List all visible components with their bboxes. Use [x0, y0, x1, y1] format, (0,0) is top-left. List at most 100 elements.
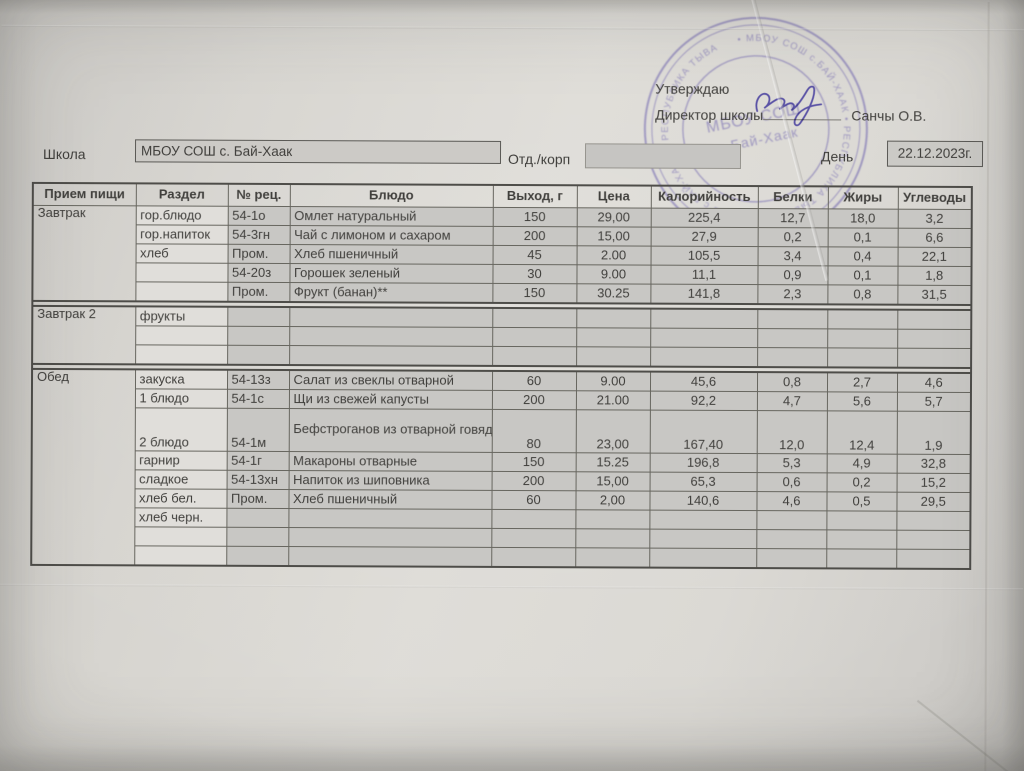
cal-cell: 105,5 — [650, 246, 758, 266]
table-row: 2 блюдо 54-1м Бефстроганов из отварной гов… — [32, 407, 971, 455]
price-cell: 15,00 — [575, 471, 650, 492]
rec-cell: 54-1г — [226, 451, 289, 471]
school-label: Школа — [42, 145, 86, 163]
fat-cell: 0,8 — [827, 284, 898, 305]
cal-cell: 167,40 — [649, 410, 757, 454]
carb-cell: 6,6 — [897, 228, 972, 248]
meal-cell: Завтрак — [32, 205, 136, 302]
prot-cell: 0,8 — [756, 372, 828, 392]
carb-cell — [896, 549, 971, 570]
rec-cell: 54-1с — [226, 389, 289, 409]
cal-cell: 225,4 — [650, 208, 758, 228]
cal-cell — [649, 510, 757, 530]
carb-cell: 22,1 — [897, 247, 972, 267]
carb-cell — [896, 511, 971, 531]
rec-cell — [227, 326, 290, 346]
price-cell: 2,00 — [575, 490, 650, 511]
director-label: Директор школы — [655, 106, 764, 124]
carb-cell: 32,8 — [896, 454, 971, 474]
price-cell: 15,00 — [576, 226, 651, 247]
dish-cell: Хлеб пшеничный — [289, 244, 493, 265]
dish-cell — [288, 527, 492, 548]
carb-cell — [897, 309, 972, 330]
approval-block: Утверждаю Директор школы Санчы О.В. — [655, 81, 926, 127]
cal-cell: 27,9 — [650, 227, 758, 247]
out-cell: 150 — [492, 283, 577, 304]
price-cell: 2.00 — [576, 245, 651, 266]
prot-cell — [757, 309, 828, 329]
section-cell: закуска — [134, 369, 228, 390]
price-cell: 9.00 — [576, 264, 651, 285]
prot-cell — [756, 529, 827, 549]
section-cell — [134, 545, 227, 566]
table-row — [31, 545, 971, 570]
dish-cell: Макароны отварные — [288, 451, 492, 472]
dish-cell: Горошек зеленый — [289, 263, 493, 284]
section-cell — [135, 281, 228, 302]
prot-cell — [757, 328, 828, 348]
prot-cell — [756, 510, 827, 530]
prot-cell: 3,4 — [757, 246, 828, 266]
out-cell — [491, 547, 576, 568]
meal-cell: Обед — [31, 368, 136, 566]
menu-table-body: Завтрак гор.блюдо 54-1о Омлет натуральный 15… — [31, 205, 972, 570]
fat-cell: 0,2 — [826, 472, 897, 493]
section-cell: гор.блюдо — [135, 205, 228, 226]
carb-cell: 1,9 — [896, 411, 971, 455]
cal-cell: 92,2 — [649, 391, 757, 411]
rec-cell — [226, 527, 289, 547]
section-cell: хлеб бел. — [134, 488, 227, 509]
header-cell: Жиры — [827, 186, 898, 210]
rec-cell: Пром. — [226, 489, 289, 509]
paper-crease-bottom-right — [916, 699, 1024, 771]
cal-cell: 11,1 — [650, 265, 758, 285]
carb-cell — [896, 530, 971, 550]
rec-cell — [227, 345, 290, 366]
prot-cell — [756, 548, 827, 569]
carb-cell — [897, 348, 972, 369]
prot-cell: 5,3 — [756, 453, 827, 473]
out-cell — [491, 528, 576, 548]
prot-cell — [757, 347, 828, 368]
fat-cell: 0,5 — [826, 491, 897, 512]
rec-cell: 54-3гн — [227, 225, 290, 245]
price-cell — [575, 528, 650, 549]
fat-cell: 0,4 — [827, 246, 898, 267]
dish-cell: Щи из свежей капусты — [288, 389, 492, 410]
day-label: День — [820, 148, 854, 165]
rec-cell: 54-20з — [227, 263, 290, 283]
carb-cell: 15,2 — [896, 473, 971, 493]
cal-cell — [650, 308, 758, 329]
section-cell: 2 блюдо — [134, 407, 227, 452]
carb-cell: 31,5 — [897, 285, 972, 306]
cal-cell — [649, 529, 757, 549]
dish-cell: Чай с лимоном и сахаром — [289, 225, 493, 246]
date-field: 22.12.2023г. — [886, 140, 984, 168]
section-cell — [135, 325, 228, 346]
price-cell — [576, 346, 651, 367]
price-cell: 15.25 — [575, 452, 650, 473]
carb-cell: 4,6 — [896, 372, 972, 393]
prot-cell: 0,6 — [756, 472, 827, 492]
header-cell: Цена — [576, 185, 651, 209]
fat-cell: 18,0 — [827, 208, 898, 229]
section-cell: хлеб — [135, 243, 228, 264]
rec-cell — [226, 508, 289, 528]
prot-cell: 12,7 — [757, 208, 828, 228]
cal-cell — [650, 347, 758, 368]
rec-cell: 54-13з — [226, 369, 290, 390]
out-cell: 45 — [492, 245, 577, 265]
dish-cell: Фрукт (банан)** — [289, 282, 493, 303]
rec-cell: Пром. — [227, 244, 290, 264]
dish-cell: Напиток из шиповника — [288, 470, 492, 491]
out-cell: 60 — [491, 370, 577, 391]
school-name-field: МБОУ СОШ с. Бай-Хаак — [134, 139, 502, 164]
dish-cell — [288, 508, 492, 529]
out-cell — [491, 509, 576, 529]
fat-cell — [826, 548, 897, 569]
dept-field — [584, 143, 742, 169]
dept-label: Отд./корп — [507, 150, 571, 168]
out-cell: 200 — [491, 471, 576, 491]
cal-cell: 141,8 — [650, 284, 758, 305]
